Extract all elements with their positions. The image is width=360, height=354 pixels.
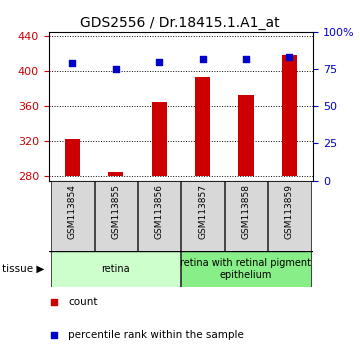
Bar bbox=[181, 251, 311, 287]
Bar bbox=[225, 181, 267, 251]
Text: count: count bbox=[68, 297, 98, 307]
Bar bbox=[108, 172, 123, 176]
Bar bbox=[268, 181, 311, 251]
Bar bbox=[51, 181, 94, 251]
Text: GSM113855: GSM113855 bbox=[111, 184, 120, 239]
Text: retina: retina bbox=[102, 264, 130, 274]
Text: GSM113858: GSM113858 bbox=[242, 184, 251, 239]
Text: GDS2556 / Dr.18415.1.A1_at: GDS2556 / Dr.18415.1.A1_at bbox=[80, 16, 280, 30]
Text: GSM113857: GSM113857 bbox=[198, 184, 207, 239]
Bar bbox=[195, 77, 210, 176]
Point bbox=[287, 54, 292, 60]
Text: GSM113856: GSM113856 bbox=[155, 184, 164, 239]
Point bbox=[113, 66, 119, 72]
Point bbox=[243, 56, 249, 62]
Point bbox=[51, 332, 57, 338]
Text: retina with retinal pigment
epithelium: retina with retinal pigment epithelium bbox=[180, 258, 311, 280]
Bar bbox=[51, 251, 180, 287]
Point bbox=[51, 299, 57, 304]
Bar bbox=[238, 95, 253, 176]
Bar bbox=[181, 181, 224, 251]
Bar bbox=[282, 56, 297, 176]
Text: GSM113859: GSM113859 bbox=[285, 184, 294, 239]
Bar bbox=[65, 139, 80, 176]
Text: tissue ▶: tissue ▶ bbox=[2, 264, 44, 274]
Bar bbox=[95, 181, 137, 251]
Bar bbox=[152, 102, 167, 176]
Point bbox=[69, 60, 75, 66]
Bar bbox=[138, 181, 180, 251]
Point bbox=[200, 56, 206, 62]
Point bbox=[156, 59, 162, 64]
Text: percentile rank within the sample: percentile rank within the sample bbox=[68, 330, 244, 340]
Text: GSM113854: GSM113854 bbox=[68, 184, 77, 239]
